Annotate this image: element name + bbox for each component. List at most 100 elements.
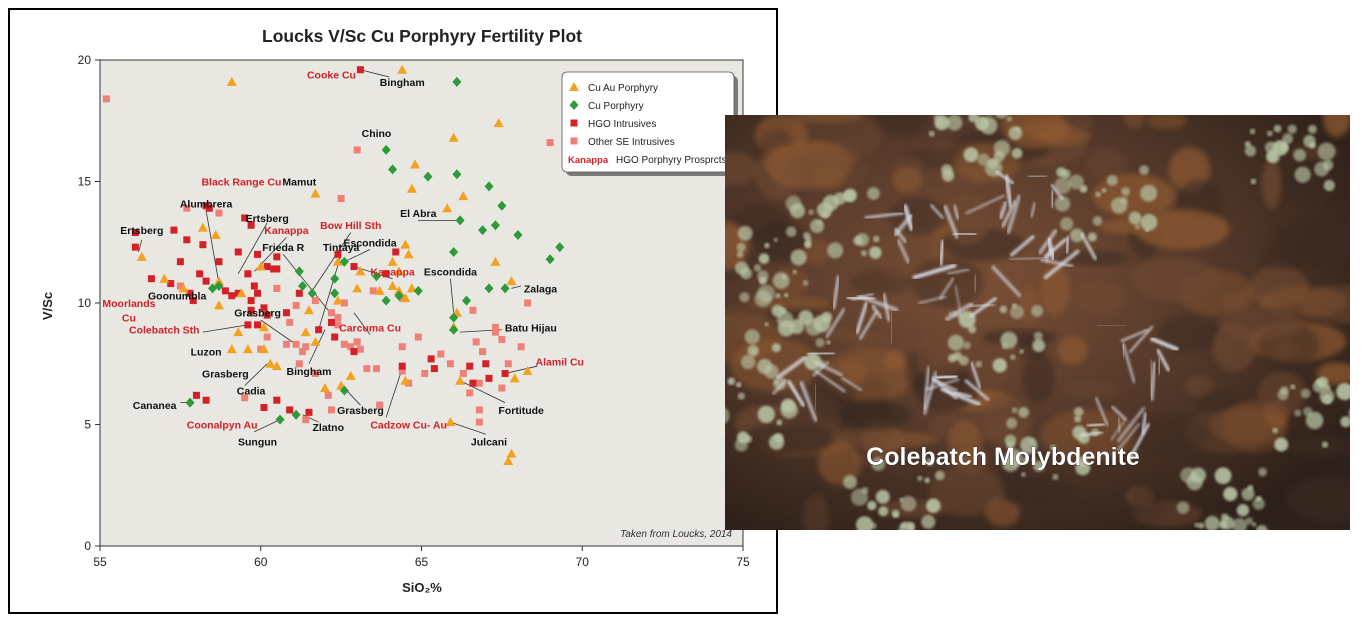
other-se-intrusives-point: [376, 401, 384, 409]
cu-au-porphyry-point: [410, 159, 421, 169]
hgo-intrusives-point: [356, 66, 364, 74]
other-se-intrusives-point: [475, 379, 483, 387]
molybdenite-flake: [998, 200, 1009, 220]
chart-frame: Loucks V/Sc Cu Porphyry Fertility Plot V…: [8, 8, 778, 614]
lichen-patch: [1272, 427, 1278, 434]
rock-patch: [837, 359, 868, 386]
hgo-intrusives-point: [469, 379, 477, 387]
lichen-patch: [1006, 116, 1013, 122]
lichen-patch: [1305, 411, 1324, 430]
cu-au-porphyry-point: [509, 373, 520, 383]
cu-au-porphyry-point: [210, 229, 221, 239]
hgo-intrusives-point: [250, 282, 258, 290]
cu-porphyry-point: [294, 266, 304, 277]
lichen-patch: [1245, 517, 1254, 525]
lichen-patch: [1308, 124, 1317, 134]
cu-au-porphyry-point: [242, 344, 253, 354]
other-se-intrusives-point: [292, 340, 300, 348]
lichen-patch: [1180, 467, 1197, 484]
lichen-patch: [1267, 150, 1281, 164]
lichen-patch: [1244, 145, 1257, 157]
lichen-patch: [1267, 130, 1273, 137]
other-se-intrusives-point: [475, 406, 483, 414]
lichen-patch: [827, 242, 844, 259]
lichen-patch: [764, 242, 770, 249]
leader-line: [254, 419, 281, 433]
annotation-label: Cadia: [237, 385, 266, 397]
molybdenite-flake: [1157, 357, 1161, 375]
cu-porphyry-point: [339, 256, 349, 267]
annotation-label: Black Range Cu: [201, 177, 281, 189]
molybdenite-flake: [841, 377, 863, 392]
hgo-intrusives-point: [247, 221, 255, 229]
annotation-label: Luzon: [191, 347, 222, 359]
molybdenite-flake: [1050, 190, 1054, 209]
other-se-intrusives-point: [257, 345, 265, 353]
lichen-patch: [1197, 522, 1205, 529]
rock-patch: [947, 419, 982, 467]
molybdenite-flake: [938, 239, 945, 266]
other-se-intrusives-point: [282, 340, 290, 348]
lichen-patch: [737, 225, 753, 241]
molybdenite-flake: [807, 351, 836, 356]
other-se-intrusives-point: [372, 365, 380, 373]
lichen-patch: [789, 319, 805, 335]
leader-line: [385, 368, 403, 418]
molybdenite-flake: [903, 204, 914, 231]
molybdenite-flake: [1086, 422, 1106, 428]
hgo-intrusives-point: [170, 226, 178, 234]
hgo-intrusives-point: [501, 369, 509, 377]
cu-au-porphyry-point: [258, 322, 269, 332]
legend-marker: [570, 119, 578, 127]
other-se-intrusives-point: [299, 348, 307, 356]
lichen-patch: [1076, 456, 1088, 468]
leader-line: [450, 421, 486, 435]
other-se-intrusives-point: [295, 360, 303, 368]
hgo-intrusives-point: [305, 408, 313, 416]
hgo-intrusives-point: [167, 280, 175, 288]
molybdenite-photo: Colebatch Molybdenite: [725, 115, 1350, 530]
hgo-intrusives-point: [286, 406, 294, 414]
annotation-labels: Cooke Cu Bingham Chino Black Range Cu Mamut A…: [102, 70, 584, 449]
molybdenite-flake: [932, 378, 958, 392]
lichen-patch: [1287, 124, 1297, 134]
other-se-intrusives-point: [491, 323, 499, 331]
lichen-patch: [775, 293, 781, 299]
other-se-intrusives-point: [363, 365, 371, 373]
molybdenite-flake: [864, 211, 905, 220]
hgo-intrusives-point: [221, 287, 229, 295]
cu-porphyry-point: [298, 280, 308, 291]
cu-porphyry-point: [513, 229, 523, 240]
photo-svg: Colebatch Molybdenite: [725, 115, 1350, 530]
lichen-patch: [744, 329, 760, 345]
lichen-patch: [802, 280, 809, 286]
other-se-intrusives-point: [292, 301, 300, 309]
lichen-patch: [804, 241, 812, 249]
other-se-intrusives-point: [369, 287, 377, 295]
hgo-intrusives-point: [350, 348, 358, 356]
legend-entry-label: HGO Porphyry Prosprcts: [616, 155, 727, 166]
annotation-label: Tintaya: [323, 242, 360, 254]
cu-porphyry-point: [214, 280, 224, 291]
molybdenite-flake: [1027, 174, 1048, 179]
lichen-patch: [739, 292, 750, 303]
lichen-patch: [783, 292, 789, 298]
cu-au-porphyry-point: [345, 370, 356, 380]
rock-patch: [1327, 201, 1350, 249]
other-se-intrusives-point: [102, 95, 110, 103]
lichen-patch: [727, 377, 736, 386]
other-se-intrusives-point: [302, 416, 310, 424]
cu-porphyry-point: [545, 254, 555, 265]
rock-patch: [817, 441, 862, 485]
lichen-patch: [1140, 184, 1158, 202]
x-tick-label: 55: [93, 555, 107, 569]
lichen-patch: [798, 310, 814, 326]
lichen-patch: [928, 130, 935, 137]
other-se-intrusives-point: [546, 139, 554, 147]
other-se-intrusives-point: [327, 309, 335, 317]
hgo-intrusives-point: [254, 289, 262, 297]
cu-au-porphyry-point: [455, 375, 466, 385]
cu-porphyry-point: [455, 215, 465, 226]
hgo-intrusives-point: [202, 202, 210, 210]
molybdenite-flake: [1030, 201, 1037, 218]
